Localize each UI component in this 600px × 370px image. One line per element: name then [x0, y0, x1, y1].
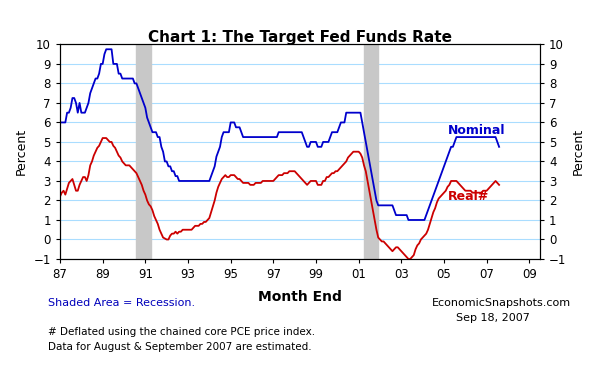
Text: Month End: Month End	[258, 290, 342, 305]
Text: Data for August & September 2007 are estimated.: Data for August & September 2007 are est…	[48, 342, 311, 352]
Text: Chart 1: The Target Fed Funds Rate: Chart 1: The Target Fed Funds Rate	[148, 30, 452, 45]
Text: Nominal: Nominal	[448, 124, 506, 137]
Text: Sep 18, 2007: Sep 18, 2007	[456, 313, 530, 323]
Y-axis label: Percent: Percent	[572, 128, 585, 175]
Text: Real#: Real#	[448, 190, 490, 203]
Bar	[136, 44, 151, 259]
Text: Shaded Area = Recession.: Shaded Area = Recession.	[48, 298, 195, 308]
Bar	[364, 44, 378, 259]
Text: # Deflated using the chained core PCE price index.: # Deflated using the chained core PCE pr…	[48, 327, 315, 337]
Y-axis label: Percent: Percent	[15, 128, 28, 175]
Text: EconomicSnapshots.com: EconomicSnapshots.com	[432, 298, 571, 308]
